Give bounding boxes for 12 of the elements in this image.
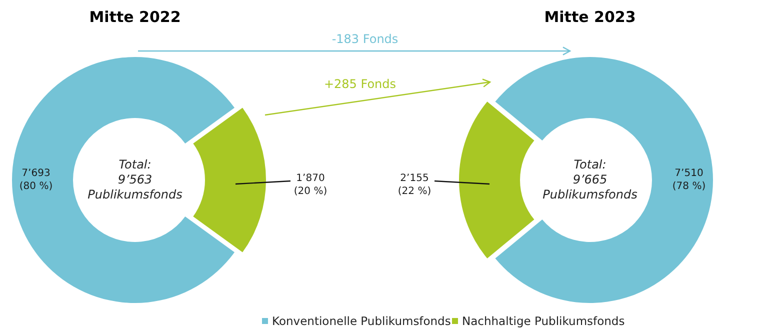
- chart-title: Mitte 2023: [544, 8, 636, 26]
- legend-label: Konventionelle Publikumsfonds: [272, 314, 451, 328]
- data-label: 7’693 (80 %): [19, 168, 53, 192]
- text: -183 Fonds: [332, 32, 398, 46]
- chart-title: Mitte 2022: [89, 8, 181, 26]
- data-label: 1’870 (20 %): [294, 173, 328, 198]
- text: +285 Fonds: [324, 77, 396, 91]
- text: Total: 9’665 Publikumsfonds: [542, 157, 638, 202]
- data-label: 2’155 (22 %): [398, 173, 432, 198]
- text: Total: 9’563 Publikumsfonds: [88, 157, 182, 202]
- legend-label: Nachhaltige Publikumsfonds: [462, 314, 625, 328]
- data-label: 7’510 (78 %): [672, 168, 706, 192]
